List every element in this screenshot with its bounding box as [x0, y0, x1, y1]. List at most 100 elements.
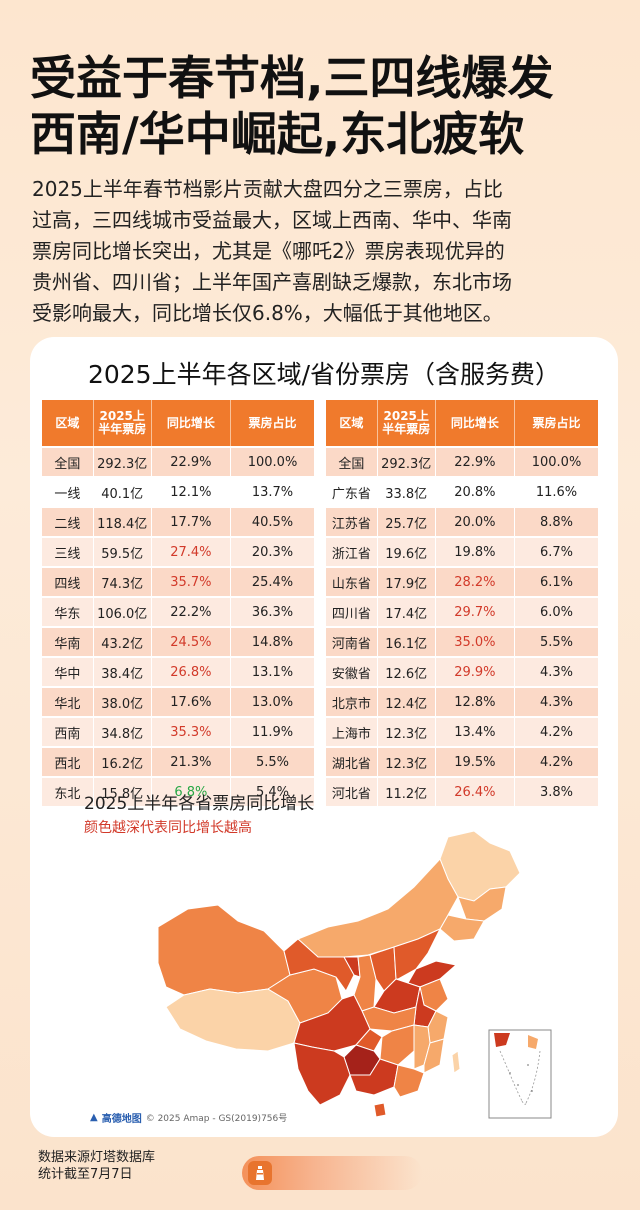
- headline-line-1: 受益于春节档,三四线爆发: [30, 51, 554, 105]
- map-credit: ▲ 高德地图 © 2025 Amap - GS(2019)756号: [90, 1110, 287, 1125]
- table-row: 全国 292.3亿 22.9% 100.0%: [326, 448, 598, 476]
- cell-growth: 22.9%: [151, 448, 232, 476]
- cell-box-office: 17.9亿: [377, 568, 436, 596]
- cell-region: 华东: [42, 598, 94, 626]
- cell-box-office: 33.8亿: [377, 478, 436, 506]
- south-china-sea-inset: [488, 1029, 552, 1119]
- cell-share: 13.7%: [231, 478, 314, 506]
- amap-logo-icon: ▲: [90, 1112, 98, 1123]
- table-row: 全国 292.3亿 22.9% 100.0%: [42, 448, 314, 476]
- map-region-tibet: [165, 988, 301, 1052]
- table-row: 湖北省 12.3亿 19.5% 4.2%: [326, 748, 598, 776]
- lighthouse-icon: [248, 1161, 272, 1185]
- cell-region: 四线: [42, 568, 94, 596]
- cell-share: 25.4%: [231, 568, 314, 596]
- cell-region: 浙江省: [326, 538, 378, 566]
- cell-share: 5.4%: [231, 778, 314, 806]
- cell-region: 山东省: [326, 568, 378, 596]
- map-title: 2025上半年各省票房同比增长: [84, 794, 315, 814]
- table-row: 浙江省 19.6亿 19.8% 6.7%: [326, 538, 598, 566]
- intro-line: 贵州省、四川省；上半年国产喜剧缺乏爆款，东北市场: [32, 270, 512, 294]
- table-row: 三线 59.5亿 27.4% 20.3%: [42, 538, 314, 566]
- table-row: 华中 38.4亿 26.8% 13.1%: [42, 658, 314, 686]
- cell-region: 北京市: [326, 688, 378, 716]
- header-box-office: 2025上半年票房: [377, 400, 436, 446]
- map-brand: 高德地图: [101, 1114, 142, 1125]
- cell-share: 4.3%: [515, 688, 598, 716]
- cell-share: 5.5%: [231, 748, 314, 776]
- cell-region: 湖北省: [326, 748, 378, 776]
- intro-line: 过高，三四线城市受益最大，区域上西南、华中、华南: [32, 208, 512, 232]
- cell-region: 西北: [42, 748, 94, 776]
- table-row: 一线 40.1亿 12.1% 13.7%: [42, 478, 314, 506]
- intro-line: 受影响最大，同比增长仅6.8%，大幅低于其他地区。: [32, 301, 503, 325]
- map-region-fujian: [423, 1038, 445, 1074]
- table-row: 西南 34.8亿 35.3% 11.9%: [42, 718, 314, 746]
- map-subtitle: 颜色越深代表同比增长越高: [84, 820, 252, 836]
- cell-growth: 35.3%: [151, 718, 232, 746]
- cell-box-office: 59.5亿: [93, 538, 152, 566]
- cell-box-office: 12.6亿: [377, 658, 436, 686]
- table-row: 东北 15.8亿 6.8% 5.4%: [42, 778, 314, 806]
- table-row: 华东 106.0亿 22.2% 36.3%: [42, 598, 314, 626]
- cell-box-office: 16.1亿: [377, 628, 436, 656]
- cell-box-office: 74.3亿: [93, 568, 152, 596]
- intro-line: 票房同比增长突出，尤其是《哪吒2》票房表现优异的: [32, 239, 505, 263]
- cell-growth: 12.1%: [151, 478, 232, 506]
- header-share: 票房占比: [231, 400, 314, 446]
- cell-box-office: 17.4亿: [377, 598, 436, 626]
- region-table: 区域 2025上半年票房 同比增长 票房占比 全国 292.3亿 22.9% 100.…: [42, 398, 314, 808]
- cell-region: 广东省: [326, 478, 378, 506]
- cell-box-office: 12.3亿: [377, 748, 436, 776]
- cell-box-office: 12.4亿: [377, 688, 436, 716]
- cell-box-office: 292.3亿: [93, 448, 152, 476]
- province-table: 区域 2025上半年票房 同比增长 票房占比 全国 292.3亿 22.9% 100.…: [326, 398, 598, 808]
- cell-growth: 35.7%: [151, 568, 232, 596]
- cell-region: 一线: [42, 478, 94, 506]
- table-row: 广东省 33.8亿 20.8% 11.6%: [326, 478, 598, 506]
- table-row: 河南省 16.1亿 35.0% 5.5%: [326, 628, 598, 656]
- province-table-body: 全国 292.3亿 22.9% 100.0% 广东省 33.8亿 20.8% 11.6% 江苏省…: [326, 448, 598, 806]
- map-region-hunan: [379, 1024, 415, 1066]
- table-row: 华北 38.0亿 17.6% 13.0%: [42, 688, 314, 716]
- table-row: 西北 16.2亿 21.3% 5.5%: [42, 748, 314, 776]
- cell-share: 40.5%: [231, 508, 314, 536]
- cell-growth: 22.9%: [435, 448, 516, 476]
- cell-region: 全国: [42, 448, 94, 476]
- table-row: 二线 118.4亿 17.7% 40.5%: [42, 508, 314, 536]
- cell-growth: 29.7%: [435, 598, 516, 626]
- cell-region: 华中: [42, 658, 94, 686]
- cell-region: 河北省: [326, 778, 378, 806]
- cell-growth: 19.5%: [435, 748, 516, 776]
- cell-growth: 20.8%: [435, 478, 516, 506]
- cell-box-office: 12.3亿: [377, 718, 436, 746]
- table-row: 四线 74.3亿 35.7% 25.4%: [42, 568, 314, 596]
- cell-growth: 13.4%: [435, 718, 516, 746]
- footer-notes: 数据来源灯塔数据库 统计截至7月7日: [38, 1149, 155, 1183]
- brand-badge: [242, 1156, 422, 1190]
- cell-share: 100.0%: [515, 448, 598, 476]
- cell-region: 全国: [326, 448, 378, 476]
- cell-share: 14.8%: [231, 628, 314, 656]
- cell-box-office: 106.0亿: [93, 598, 152, 626]
- map-region-hubei: [361, 1006, 417, 1032]
- map-copyright: © 2025 Amap - GS(2019)756号: [145, 1114, 288, 1124]
- cell-share: 13.0%: [231, 688, 314, 716]
- cell-growth: 22.2%: [151, 598, 232, 626]
- cell-share: 100.0%: [231, 448, 314, 476]
- header-growth: 同比增长: [151, 400, 232, 446]
- cell-growth: 28.2%: [435, 568, 516, 596]
- cell-share: 4.3%: [515, 658, 598, 686]
- cell-box-office: 19.6亿: [377, 538, 436, 566]
- map-region-xinjiang: [157, 904, 291, 996]
- cell-region: 东北: [42, 778, 94, 806]
- cell-share: 13.1%: [231, 658, 314, 686]
- cell-region: 华南: [42, 628, 94, 656]
- cell-box-office: 43.2亿: [93, 628, 152, 656]
- cell-growth: 17.7%: [151, 508, 232, 536]
- cell-growth: 26.8%: [151, 658, 232, 686]
- header-growth: 同比增长: [435, 400, 516, 446]
- data-source: 数据来源灯塔数据库: [38, 1150, 156, 1165]
- cell-share: 4.2%: [515, 748, 598, 776]
- cell-region: 安徽省: [326, 658, 378, 686]
